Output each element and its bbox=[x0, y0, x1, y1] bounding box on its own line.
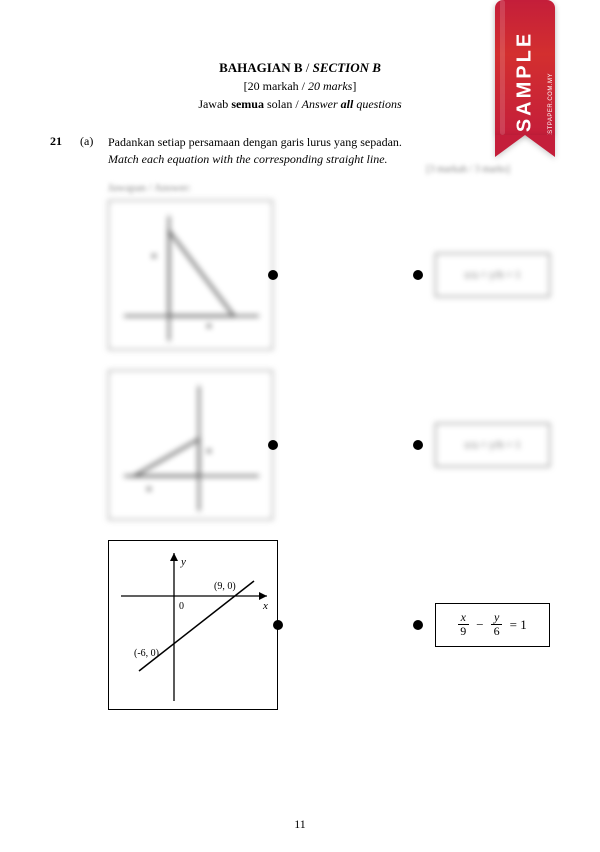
section-header: BAHAGIAN B / SECTION B [20 markah / 20 m… bbox=[50, 60, 550, 112]
graph-2-blurred bbox=[108, 370, 273, 520]
question-text: Padankan setiap persamaan dengan garis l… bbox=[108, 134, 550, 168]
equation-box-1-blurred: x/a + y/b = 1 bbox=[435, 253, 550, 297]
question-21a: 21 (a) Padankan setiap persamaan dengan … bbox=[50, 134, 550, 168]
question-number: 21 bbox=[50, 134, 80, 168]
page-number: 11 bbox=[294, 817, 306, 832]
graph-3-connector bbox=[273, 620, 283, 630]
section-title: BAHAGIAN B / SECTION B bbox=[50, 60, 550, 76]
section-instruction: Jawab semua solan / Answer all questions bbox=[50, 97, 550, 112]
svg-text:(-6, 0): (-6, 0) bbox=[134, 648, 159, 659]
equation-box-3: x 9 − y 6 = 1 bbox=[435, 603, 550, 647]
eq-2-connector bbox=[413, 440, 423, 450]
svg-text:0: 0 bbox=[179, 601, 184, 612]
graph-1-connector bbox=[268, 270, 278, 280]
section-marks: [20 markah / 20 marks] bbox=[50, 79, 550, 94]
match-row-1: x/a + y/b = 1 bbox=[108, 200, 550, 350]
graph-1-blurred bbox=[108, 200, 273, 350]
eq-1-connector bbox=[413, 270, 423, 280]
sample-ribbon: SAMPLE WWW.TESTPAPER.COM.MY bbox=[495, 0, 555, 160]
question-part: (a) bbox=[80, 134, 108, 168]
eq-3-connector bbox=[413, 620, 423, 630]
content-area: [3 markah / 3 marks] Jawapan / Answer: bbox=[50, 182, 550, 710]
svg-text:(9, 0): (9, 0) bbox=[214, 581, 236, 592]
marks-label-blurred: [3 markah / 3 marks] bbox=[426, 164, 510, 175]
graph-3: y x 0 (9, 0) (-6, 0) bbox=[108, 540, 278, 710]
match-row-3: y x 0 (9, 0) (-6, 0) x 9 bbox=[108, 540, 550, 710]
equation-box-2-blurred: x/a + y/b = 1 bbox=[435, 423, 550, 467]
match-row-2: x/a + y/b = 1 bbox=[108, 370, 550, 520]
svg-text:y: y bbox=[180, 556, 186, 568]
ribbon-text: SAMPLE bbox=[514, 31, 537, 132]
answer-label-blurred: Jawapan / Answer: bbox=[108, 182, 550, 194]
svg-text:x: x bbox=[262, 600, 268, 612]
graph-2-connector bbox=[268, 440, 278, 450]
